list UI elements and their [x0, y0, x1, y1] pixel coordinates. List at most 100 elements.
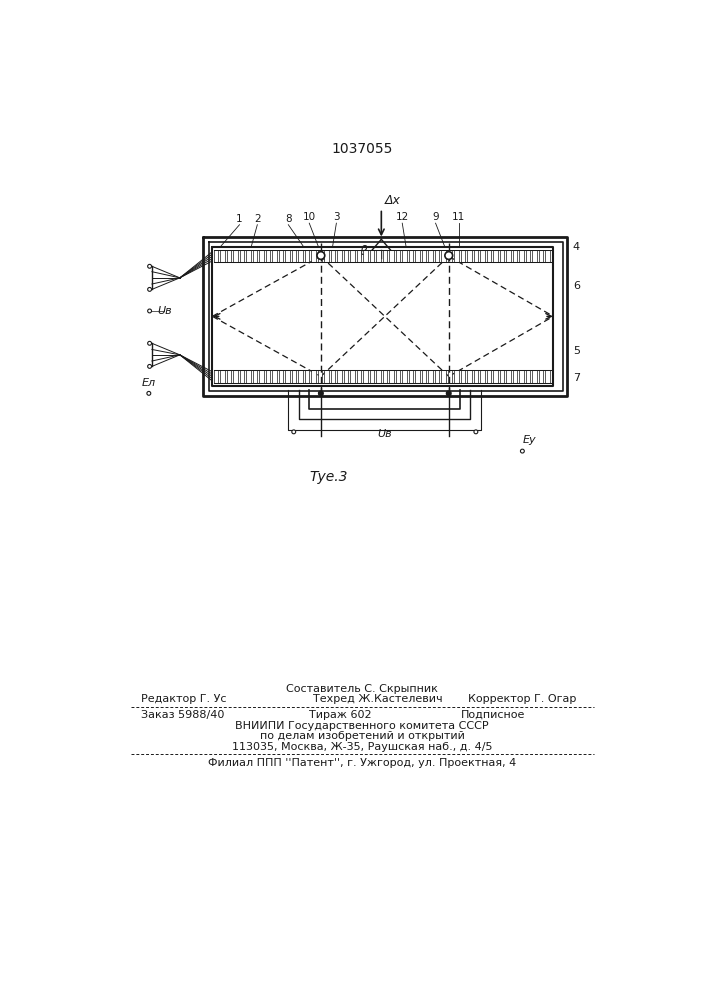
- Bar: [435, 370, 440, 383]
- Bar: [253, 370, 257, 383]
- Bar: [545, 370, 550, 383]
- Bar: [545, 250, 550, 262]
- Bar: [311, 370, 316, 383]
- Bar: [351, 250, 355, 262]
- Bar: [266, 250, 271, 262]
- Bar: [422, 370, 426, 383]
- Bar: [416, 250, 420, 262]
- Bar: [493, 370, 498, 383]
- Circle shape: [147, 391, 151, 395]
- Text: Тираж 602: Тираж 602: [309, 710, 372, 720]
- Text: 7: 7: [573, 373, 580, 383]
- Bar: [526, 250, 530, 262]
- Bar: [337, 370, 342, 383]
- Bar: [396, 250, 400, 262]
- Bar: [487, 370, 491, 383]
- Bar: [474, 250, 479, 262]
- Bar: [441, 370, 446, 383]
- Bar: [383, 370, 387, 383]
- Bar: [409, 370, 414, 383]
- Text: 6: 6: [573, 281, 580, 291]
- Text: 4: 4: [573, 242, 580, 252]
- Circle shape: [446, 391, 451, 396]
- Bar: [305, 250, 310, 262]
- Bar: [286, 250, 290, 262]
- Bar: [325, 370, 329, 383]
- Text: β: β: [359, 245, 368, 258]
- Text: Составитель С. Скрыпник: Составитель С. Скрыпник: [286, 684, 438, 694]
- Bar: [344, 370, 349, 383]
- Bar: [402, 370, 407, 383]
- Text: Τуе.3: Τуе.3: [310, 470, 348, 484]
- Bar: [227, 250, 231, 262]
- Bar: [461, 250, 465, 262]
- Bar: [532, 250, 537, 262]
- Text: Редактор Г. Ус: Редактор Г. Ус: [141, 694, 226, 704]
- Bar: [532, 370, 537, 383]
- Bar: [416, 370, 420, 383]
- Bar: [214, 250, 218, 262]
- Bar: [513, 370, 518, 383]
- Bar: [298, 250, 303, 262]
- Text: 12: 12: [396, 212, 409, 222]
- Bar: [357, 250, 361, 262]
- Bar: [526, 370, 530, 383]
- Bar: [402, 250, 407, 262]
- Bar: [292, 370, 296, 383]
- Bar: [279, 370, 284, 383]
- Bar: [500, 370, 504, 383]
- Bar: [233, 370, 238, 383]
- Bar: [487, 250, 491, 262]
- Text: Uв: Uв: [157, 306, 172, 316]
- Bar: [390, 250, 394, 262]
- Bar: [253, 250, 257, 262]
- Bar: [266, 370, 271, 383]
- Bar: [233, 250, 238, 262]
- Text: 11: 11: [452, 212, 465, 222]
- Bar: [331, 370, 335, 383]
- Bar: [461, 370, 465, 383]
- Bar: [292, 250, 296, 262]
- Bar: [259, 250, 264, 262]
- Bar: [435, 250, 440, 262]
- Bar: [428, 370, 433, 383]
- Text: 113035, Москва, Ж-35, Раушская наб., д. 4/5: 113035, Москва, Ж-35, Раушская наб., д. …: [232, 742, 492, 752]
- Bar: [305, 370, 310, 383]
- Text: Δx: Δx: [385, 194, 400, 207]
- Text: 10: 10: [303, 212, 316, 222]
- Bar: [383, 250, 387, 262]
- Bar: [513, 250, 518, 262]
- Bar: [272, 370, 277, 383]
- Bar: [376, 370, 381, 383]
- Circle shape: [319, 391, 323, 396]
- Bar: [467, 370, 472, 383]
- Bar: [221, 370, 225, 383]
- Bar: [455, 370, 459, 383]
- Circle shape: [148, 264, 151, 268]
- Bar: [259, 370, 264, 383]
- Bar: [428, 250, 433, 262]
- Text: по делам изобретений и открытий: по делам изобретений и открытий: [259, 731, 464, 741]
- Bar: [325, 250, 329, 262]
- Bar: [474, 370, 479, 383]
- Text: Uв: Uв: [378, 429, 392, 439]
- Bar: [311, 250, 316, 262]
- Text: 2: 2: [254, 214, 261, 224]
- Bar: [480, 370, 485, 383]
- Bar: [448, 250, 452, 262]
- Text: Корректор Г. Огар: Корректор Г. Огар: [468, 694, 576, 704]
- Bar: [272, 250, 277, 262]
- Bar: [344, 250, 349, 262]
- Circle shape: [148, 287, 151, 291]
- Bar: [363, 250, 368, 262]
- Text: 8: 8: [285, 214, 292, 224]
- Text: Филиал ППП ''Патент'', г. Ужгород, ул. Проектная, 4: Филиал ППП ''Патент'', г. Ужгород, ул. П…: [208, 758, 516, 768]
- Circle shape: [317, 252, 325, 259]
- Bar: [370, 370, 375, 383]
- Bar: [376, 250, 381, 262]
- Circle shape: [148, 364, 151, 368]
- Bar: [331, 250, 335, 262]
- Text: 3: 3: [333, 212, 339, 222]
- Bar: [221, 250, 225, 262]
- Bar: [247, 250, 251, 262]
